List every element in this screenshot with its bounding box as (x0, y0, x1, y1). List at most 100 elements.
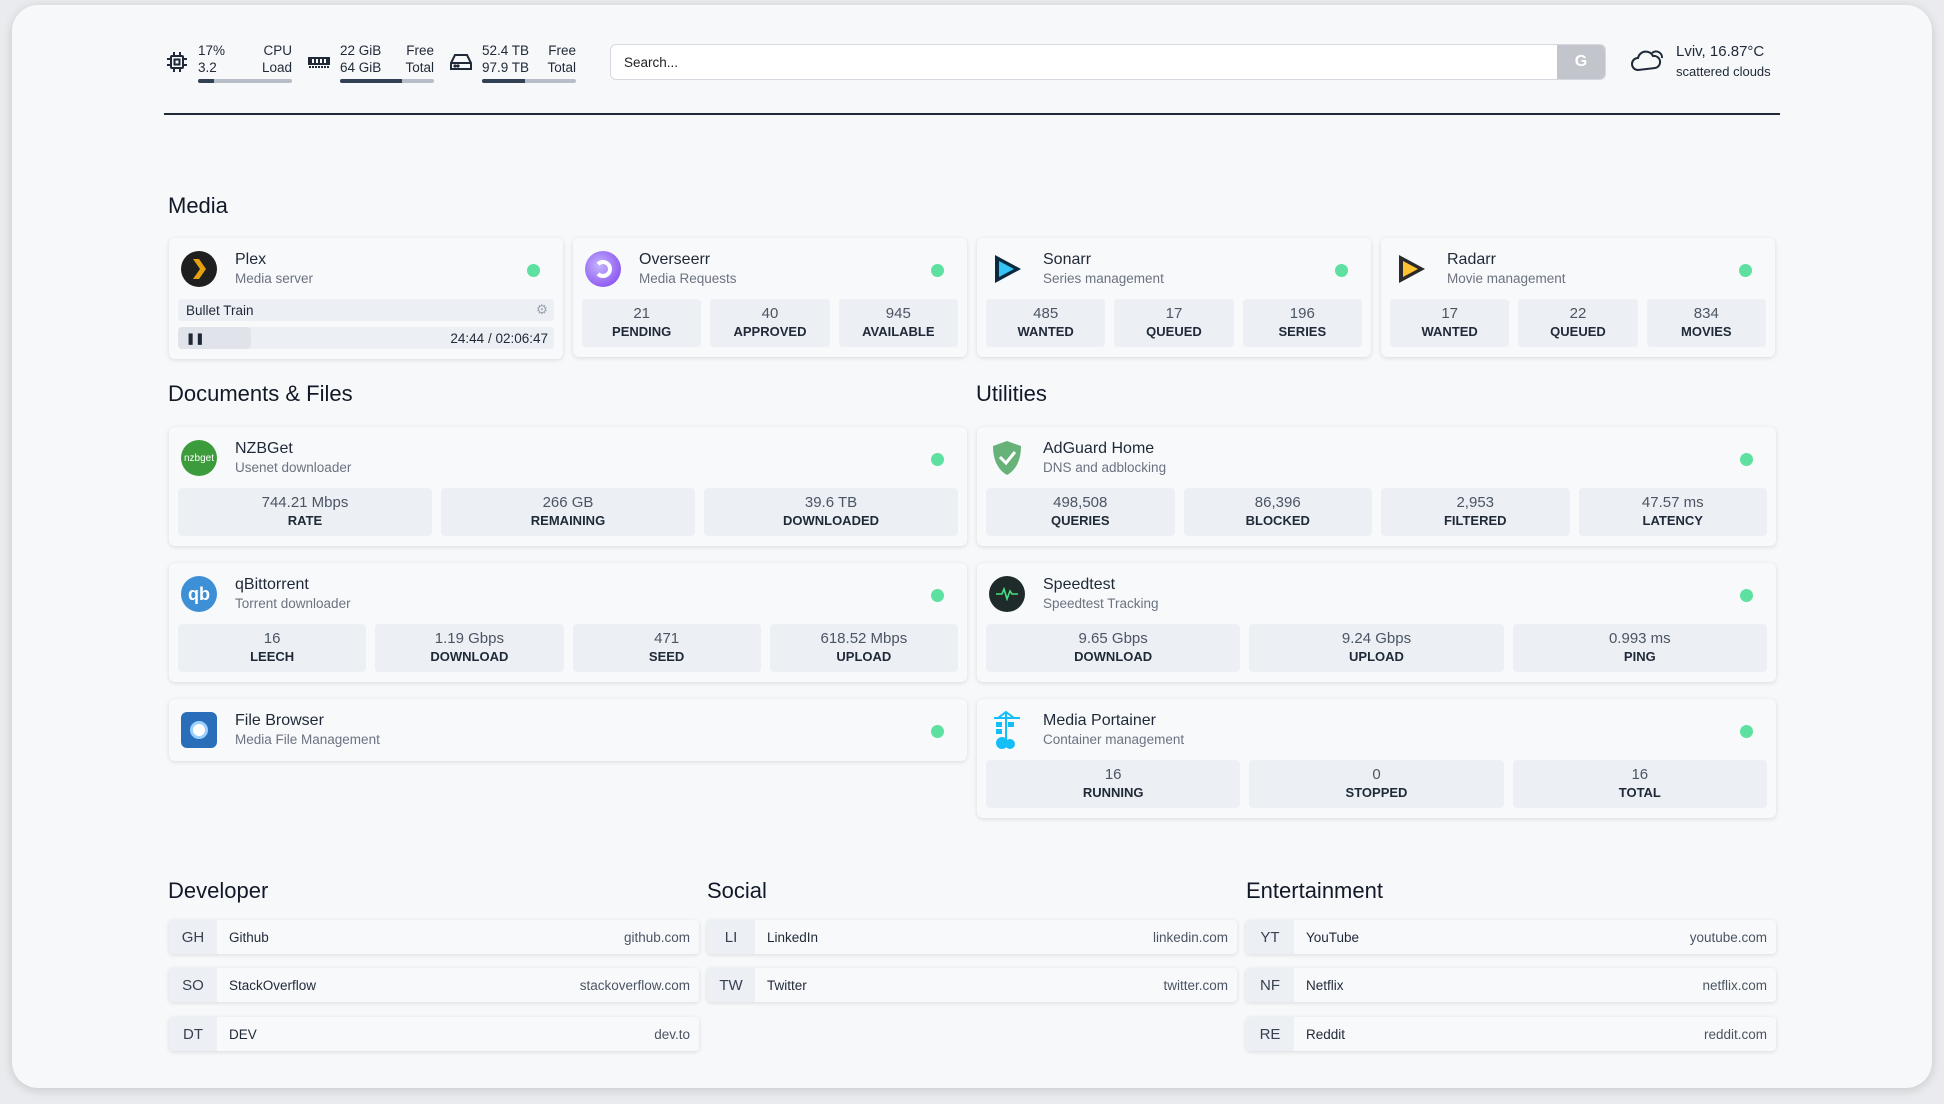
service-name: Overseerr (639, 251, 711, 268)
service-card-overseerr[interactable]: Overseerr Media Requests 21 PENDING 40 APPRO… (573, 238, 967, 357)
stat-latency: 47.57 ms LATENCY (1578, 488, 1767, 536)
service-card-file-browser[interactable]: File Browser Media File Management (169, 699, 967, 761)
pause-icon[interactable]: ❚❚ (186, 332, 205, 345)
stat-pending: 21 PENDING (582, 299, 702, 347)
bookmark-url: netflix.com (1702, 977, 1767, 993)
stat-value: 39.6 TB (804, 494, 858, 511)
bookmark-name: Netflix (1306, 977, 1344, 993)
stat-label: DOWNLOAD (1074, 649, 1153, 664)
cloud-icon (1630, 47, 1664, 78)
stat-movies: 834 MOVIES (1646, 299, 1766, 347)
cpu-bar (198, 78, 292, 83)
bookmark-youtube[interactable]: YT YouTube youtube.com (1246, 920, 1776, 954)
bookmark-abbr: NF (1246, 968, 1294, 1002)
stat-label: LEECH (250, 649, 295, 664)
stat-label: QUERIES (1050, 513, 1110, 528)
stat-label: BLOCKED (1245, 513, 1310, 528)
search-engine-button[interactable]: G (1557, 45, 1605, 79)
stat-label: TOTAL (1618, 785, 1661, 800)
stat-total: 16 TOTAL (1512, 760, 1767, 808)
overseerr-logo-icon (585, 251, 639, 287)
service-card-speedtest[interactable]: Speedtest Speedtest Tracking 9.65 Gbps DOW… (977, 563, 1776, 682)
qbittorrent-logo-icon: qb (181, 576, 235, 612)
bookmark-abbr: YT (1246, 920, 1294, 954)
bookmark-abbr: DT (169, 1017, 217, 1051)
section-heading-developer: Developer (168, 878, 269, 903)
bookmark-twitter[interactable]: TW Twitter twitter.com (707, 968, 1237, 1002)
bookmark-abbr: TW (707, 968, 755, 1002)
playback-bar[interactable]: ❚❚ 24:44 / 02:06:47 (178, 327, 554, 349)
stat-value: 9.65 Gbps (1078, 630, 1148, 647)
stat-value: 40 (761, 305, 779, 322)
service-description: Series management (1043, 271, 1164, 286)
service-name: Sonarr (1043, 251, 1092, 268)
bookmark-reddit[interactable]: RE Reddit reddit.com (1246, 1017, 1776, 1051)
service-card-qbittorrent[interactable]: qb qBittorrent Torrent downloader 16 LEECH… (169, 563, 967, 682)
bookmark-linkedin[interactable]: LI LinkedIn linkedin.com (707, 920, 1237, 954)
memory-icon (306, 49, 332, 75)
stat-value: 744.21 Mbps (261, 494, 349, 511)
status-indicator (1740, 453, 1753, 466)
ram-total-label: Total (405, 59, 434, 75)
bookmark-stackoverflow[interactable]: SO StackOverflow stackoverflow.com (169, 968, 699, 1002)
stat-value: 0.993 ms (1608, 630, 1671, 647)
load-label: Load (261, 59, 292, 75)
bookmark-abbr: GH (169, 920, 217, 954)
bookmark-abbr: LI (707, 920, 755, 954)
disk-total-label: Total (547, 59, 576, 75)
bookmark-dev[interactable]: DT DEV dev.to (169, 1017, 699, 1051)
sonarr-logo-icon (989, 251, 1043, 287)
disk-widget: 52.4 TB Free 97.9 TB Total (448, 42, 576, 83)
status-indicator (931, 725, 944, 738)
stat-label: DOWNLOAD (430, 649, 509, 664)
stat-value: 21 (633, 305, 650, 322)
section-heading-utilities: Utilities (976, 381, 1047, 406)
service-card-nzbget[interactable]: nzbget NZBGet Usenet downloader 744.21 Mb… (169, 427, 967, 546)
service-card-plex[interactable]: Plex Media server Bullet Train ⚙ ❚❚ 24:44 /… (169, 238, 563, 359)
service-card-media-portainer[interactable]: Media Portainer Container management 16 RU… (977, 699, 1776, 818)
stat-stopped: 0 STOPPED (1249, 760, 1504, 808)
service-card-radarr[interactable]: Radarr Movie management 17 WANTED 22 QUEUED 8… (1381, 238, 1775, 357)
bookmark-name: YouTube (1306, 929, 1360, 945)
service-card-adguard-home[interactable]: AdGuard Home DNS and adblocking 498,508 QU… (977, 427, 1776, 546)
service-card-sonarr[interactable]: Sonarr Series management 485 WANTED 17 QUEUE… (977, 238, 1371, 357)
service-name: Plex (235, 251, 267, 268)
disk-bar (482, 78, 576, 83)
search-input[interactable] (611, 54, 1557, 70)
stat-value: 1.19 Gbps (434, 630, 504, 647)
bookmark-name: Twitter (767, 977, 807, 993)
stat-label: QUEUED (1550, 324, 1606, 339)
stat-label: UPLOAD (1349, 649, 1404, 664)
service-name: Radarr (1447, 251, 1496, 268)
stat-remaining: 266 GB REMAINING (441, 488, 695, 536)
service-description: Container management (1043, 732, 1185, 747)
stat-label: WANTED (1017, 324, 1074, 339)
stat-label: RUNNING (1082, 785, 1144, 800)
bookmark-abbr: SO (169, 968, 217, 1002)
stat-label: FILTERED (1443, 513, 1507, 528)
bookmark-github[interactable]: GH Github github.com (169, 920, 699, 954)
service-description: Media File Management (235, 732, 380, 747)
header-divider (164, 113, 1780, 115)
stat-value: 945 (885, 305, 911, 322)
stat-value: 86,396 (1254, 494, 1301, 511)
service-description: Speedtest Tracking (1043, 596, 1159, 611)
stat-label: DOWNLOADED (782, 513, 880, 528)
stat-label: AVAILABLE (862, 324, 935, 339)
bookmark-netflix[interactable]: NF Netflix netflix.com (1246, 968, 1776, 1002)
stat-value: 47.57 ms (1641, 494, 1704, 511)
bookmark-url: youtube.com (1689, 929, 1767, 945)
stat-value: 498,508 (1053, 494, 1108, 511)
stat-label: APPROVED (733, 324, 807, 339)
stat-value: 618.52 Mbps (820, 630, 908, 647)
search-bar: G (610, 44, 1606, 80)
ram-widget: 22 GiB Free 64 GiB Total (306, 42, 434, 83)
playback-progress (178, 327, 252, 349)
stat-value: 17 (1441, 305, 1458, 322)
stat-upload: 9.24 Gbps UPLOAD (1249, 624, 1504, 672)
stat-value: 471 (654, 630, 680, 647)
media-portainer-logo-icon (989, 710, 1043, 749)
transcode-icon: ⚙ (535, 302, 548, 317)
bookmark-name: StackOverflow (229, 977, 317, 993)
bookmark-url: stackoverflow.com (579, 977, 690, 993)
